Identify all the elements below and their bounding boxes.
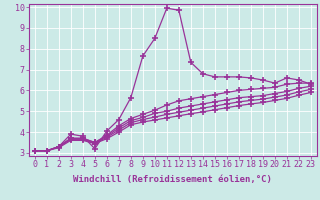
X-axis label: Windchill (Refroidissement éolien,°C): Windchill (Refroidissement éolien,°C) bbox=[73, 175, 272, 184]
